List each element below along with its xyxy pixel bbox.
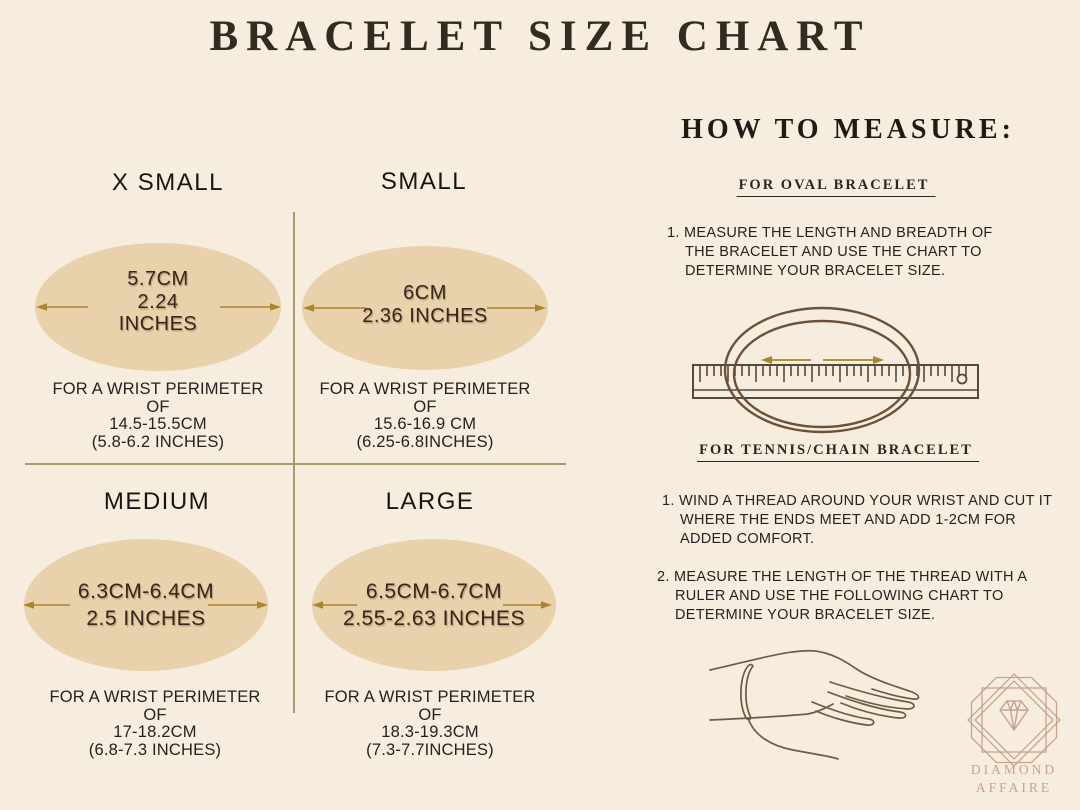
tennis-instruction-2: 2. MEASURE THE LENGTH OF THE THREAD WITH… (657, 568, 1027, 625)
dim-line: 2.24 (137, 290, 179, 313)
dim-line: 6CM (403, 282, 447, 304)
brand-line: AFFAIRE (975, 780, 1053, 795)
bangle-oval-icon (723, 306, 921, 434)
wrist-line: (7.3-7.7INCHES) (366, 740, 494, 759)
wrist-line: OF (413, 397, 437, 416)
wrist-range-medium: FOR A WRIST PERIMETER OF 17-18.2CM (6.8-… (10, 688, 300, 759)
wrist-range-large: FOR A WRIST PERIMETER OF 18.3-19.3CM (7.… (285, 688, 575, 759)
instruction-line: 1. WIND A THREAD AROUND YOUR WRIST AND C… (662, 493, 1053, 509)
wrist-line: 18.3-19.3CM (381, 723, 479, 741)
wrist-range-small: FOR A WRIST PERIMETER OF 15.6-16.9 CM (6… (280, 380, 570, 451)
wrist-line: FOR A WRIST PERIMETER (52, 380, 264, 398)
dim-line: 2.55-2.63 INCHES (343, 607, 525, 630)
tennis-instruction-1: 1. WIND A THREAD AROUND YOUR WRIST AND C… (662, 492, 1052, 549)
dim-line: 2.36 INCHES (362, 304, 488, 327)
wrist-line: 14.5-15.5CM (109, 415, 207, 433)
instruction-line: 2. MEASURE THE LENGTH OF THE THREAD WITH… (657, 569, 1028, 585)
instruction-line: DETERMINE YOUR BRACELET SIZE. (675, 607, 936, 623)
size-label-small: SMALL (380, 168, 468, 195)
brand-name: DIAMOND AFFAIRE (971, 761, 1057, 797)
measure-arrow-icon (36, 303, 281, 311)
size-dim-medium: 6.3CM-6.4CM 2.5 INCHES (24, 578, 268, 632)
instruction-line: DETERMINE YOUR BRACELET SIZE. (685, 263, 946, 279)
instruction-line: ADDED COMFORT. (680, 531, 815, 547)
wrist-line: (6.25-6.8INCHES) (356, 432, 494, 451)
oval-instruction-1: 1. MEASURE THE LENGTH AND BREADTH OF THE… (667, 224, 993, 281)
measure-arrow-icon (303, 304, 546, 312)
wrist-line: 15.6-16.9 CM (373, 415, 477, 433)
measure-arrow-icon (761, 356, 884, 364)
instruction-line: 1. MEASURE THE LENGTH AND BREADTH OF (667, 225, 993, 241)
wrist-line: OF (146, 397, 170, 416)
wrist-line: 17-18.2CM (113, 723, 197, 741)
dim-line: 6.5CM-6.7CM (365, 580, 503, 603)
size-label-medium: MEDIUM (103, 488, 211, 515)
ruler-icon (692, 306, 979, 434)
dim-line: 6.3CM-6.4CM (77, 580, 215, 603)
size-dim-xsmall: 5.7CM 2.24 INCHES (35, 268, 281, 336)
measure-arrow-icon (312, 601, 552, 609)
wrist-line: (6.8-7.3 INCHES) (88, 740, 222, 759)
grid-divider-horizontal (25, 463, 566, 465)
wrist-line: FOR A WRIST PERIMETER (324, 688, 536, 706)
how-to-measure-heading: HOW TO MEASURE: (681, 114, 1015, 145)
instruction-line: RULER AND USE THE FOLLOWING CHART TO (675, 588, 1004, 604)
measure-arrow-icon (23, 601, 268, 609)
size-dim-large: 6.5CM-6.7CM 2.55-2.63 INCHES (312, 578, 556, 632)
size-label-large: LARGE (385, 488, 475, 515)
brand-line: DIAMOND (970, 762, 1058, 777)
instruction-line: THE BRACELET AND USE THE CHART TO (685, 244, 982, 260)
dim-line: 5.7CM (127, 268, 189, 290)
wrist-range-xsmall: FOR A WRIST PERIMETER OF 14.5-15.5CM (5.… (13, 380, 303, 451)
wrist-line: (5.8-6.2 INCHES) (91, 432, 225, 451)
hand-with-thread-icon (709, 649, 920, 760)
wrist-line: FOR A WRIST PERIMETER (49, 688, 261, 706)
instruction-line: WHERE THE ENDS MEET AND ADD 1-2CM FOR (680, 512, 1017, 528)
size-dim-small: 6CM 2.36 INCHES (302, 282, 548, 327)
grid-divider-vertical (293, 212, 295, 713)
page-title: BRACELET SIZE CHART (209, 13, 871, 60)
diamond-emblem-icon (967, 673, 1061, 767)
dim-line: INCHES (118, 313, 198, 335)
size-label-xsmall: X SMALL (112, 169, 224, 196)
dim-line: 2.5 INCHES (86, 607, 206, 630)
wrist-line: OF (143, 705, 167, 724)
tennis-chain-subheading: FOR TENNIS/CHAIN BRACELET (697, 442, 979, 462)
wrist-line: FOR A WRIST PERIMETER (319, 380, 531, 398)
oval-bracelet-subheading: FOR OVAL BRACELET (736, 177, 936, 197)
wrist-line: OF (418, 705, 442, 724)
